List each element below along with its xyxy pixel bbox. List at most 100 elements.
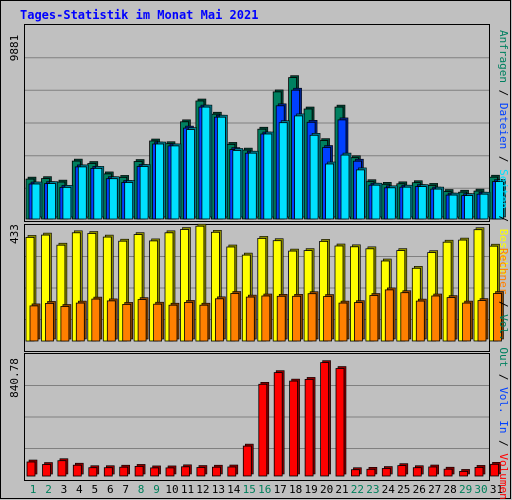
bar-rechner-day-7 xyxy=(122,303,132,342)
x-label-day-16: 16 xyxy=(258,483,271,496)
bar-volume-day-26 xyxy=(412,467,422,477)
x-label-day-15: 15 xyxy=(243,483,256,496)
bar-seiten-day-18 xyxy=(294,115,304,220)
bar-rechner-day-23 xyxy=(369,295,379,342)
bar-volume-day-10 xyxy=(165,467,175,477)
legend-item: / xyxy=(497,83,510,103)
bar-seiten-day-29 xyxy=(464,195,474,220)
bar-volume-day-20 xyxy=(320,362,330,477)
bar-volume-day-13 xyxy=(211,466,221,477)
bar-rechner-day-14 xyxy=(230,293,240,342)
bar-volume-day-27 xyxy=(428,466,438,477)
bar-rechner-day-16 xyxy=(261,295,271,342)
x-label-day-28: 28 xyxy=(443,483,456,496)
chart-title: Tages-Statistik im Monat Mai 2021 xyxy=(20,8,258,22)
bar-rechner-day-3 xyxy=(60,306,70,342)
x-label-day-14: 14 xyxy=(227,483,241,496)
bar-rechner-day-4 xyxy=(75,302,85,342)
x-label-day-6: 6 xyxy=(107,483,114,496)
legend-item: Vol. Out xyxy=(497,314,510,367)
bar-rechner-day-5 xyxy=(91,298,101,342)
bar-volume-day-2 xyxy=(42,464,51,477)
x-label-day-27: 27 xyxy=(428,483,441,496)
bar-seiten-day-10 xyxy=(170,145,180,220)
x-label-day-12: 12 xyxy=(196,483,209,496)
bar-seiten-day-16 xyxy=(263,133,273,220)
bar-rechner-day-20 xyxy=(323,296,333,342)
x-label-day-24: 24 xyxy=(382,483,396,496)
x-label-day-18: 18 xyxy=(289,483,302,496)
bar-rechner-day-24 xyxy=(384,289,394,342)
bar-rechner-day-30 xyxy=(477,300,487,342)
legend-item: / xyxy=(497,433,510,453)
x-label-day-31: 31 xyxy=(490,483,503,496)
x-label-day-20: 20 xyxy=(320,483,333,496)
legend-item: Seiten xyxy=(497,169,510,209)
bar-rechner-day-19 xyxy=(307,293,317,342)
bar-seiten-day-21 xyxy=(340,154,350,220)
bar-volume-day-16 xyxy=(258,383,268,477)
bar-seiten-day-7 xyxy=(124,182,134,220)
bar-seiten-day-13 xyxy=(216,116,226,220)
legend-item: Anfragen xyxy=(497,30,510,83)
bar-seiten-day-22 xyxy=(355,169,365,220)
bar-rechner-day-10 xyxy=(168,304,178,342)
bar-rechner-day-12 xyxy=(199,304,209,342)
bar-rechner-day-15 xyxy=(245,296,255,342)
bar-volume-day-7 xyxy=(119,466,129,477)
bar-seiten-day-5 xyxy=(93,167,103,220)
legend-item: Vol. In xyxy=(497,387,510,433)
bar-volume-day-4 xyxy=(72,464,82,477)
bar-seiten-day-23 xyxy=(371,184,381,220)
x-label-day-21: 21 xyxy=(335,483,348,496)
legend-item: / xyxy=(497,209,510,229)
bar-volume-day-28 xyxy=(443,468,453,477)
x-label-day-3: 3 xyxy=(61,483,68,496)
bar-volume-day-3 xyxy=(57,460,67,477)
x-label-day-25: 25 xyxy=(397,483,410,496)
bar-seiten-day-1 xyxy=(31,183,41,220)
ytick-volume: 840.78 xyxy=(8,358,21,398)
bar-volume-day-17 xyxy=(273,372,283,477)
bar-seiten-day-6 xyxy=(108,178,118,220)
x-label-day-5: 5 xyxy=(91,483,98,496)
bar-rechner-day-17 xyxy=(276,295,286,342)
bar-volume-day-1 xyxy=(26,461,36,477)
bar-volume-day-14 xyxy=(227,466,237,477)
bar-seiten-day-9 xyxy=(155,143,165,220)
x-label-day-4: 4 xyxy=(76,483,83,496)
legend-item: / xyxy=(497,367,510,387)
bar-rechner-day-21 xyxy=(338,302,348,342)
bar-rechner-day-18 xyxy=(292,295,302,342)
bar-rechner-day-22 xyxy=(353,302,363,342)
bar-volume-day-8 xyxy=(134,465,144,477)
bar-volume-day-30 xyxy=(474,466,484,477)
bar-rechner-day-9 xyxy=(153,303,163,342)
bar-seiten-day-12 xyxy=(201,106,211,220)
x-label-day-7: 7 xyxy=(122,483,129,496)
x-axis-labels: 1 2 3 4 5 6 7 8 9 10 11 12 13 14 15 16 17 18 19 20 21 22 23 24 2… xyxy=(30,483,503,496)
x-label-day-8: 8 xyxy=(138,483,145,496)
bar-rechner-day-1 xyxy=(29,305,39,342)
bar-volume-day-29 xyxy=(459,470,469,477)
x-label-day-17: 17 xyxy=(274,483,287,496)
legend-item: Dateien xyxy=(497,103,510,149)
x-label-day-10: 10 xyxy=(165,483,178,496)
legend-item: Besuche xyxy=(497,229,510,275)
bar-rechner-day-26 xyxy=(415,300,425,342)
legend-top: Anfragen / Dateien / Seiten / Besuche xyxy=(497,30,510,275)
x-label-day-19: 19 xyxy=(304,483,317,496)
bar-volume-day-12 xyxy=(196,467,206,477)
bar-volume-day-11 xyxy=(181,466,190,477)
bar-rechner-day-29 xyxy=(462,302,472,342)
bar-volume-day-24 xyxy=(381,468,391,477)
bar-volume-day-6 xyxy=(103,467,113,477)
bar-rechner-day-6 xyxy=(106,300,116,342)
bar-seiten-day-2 xyxy=(47,183,56,220)
bar-seiten-day-25 xyxy=(402,186,412,220)
x-label-day-13: 13 xyxy=(212,483,225,496)
bar-seiten-day-20 xyxy=(325,163,335,220)
bar-volume-day-22 xyxy=(350,469,360,477)
x-label-day-29: 29 xyxy=(459,483,472,496)
